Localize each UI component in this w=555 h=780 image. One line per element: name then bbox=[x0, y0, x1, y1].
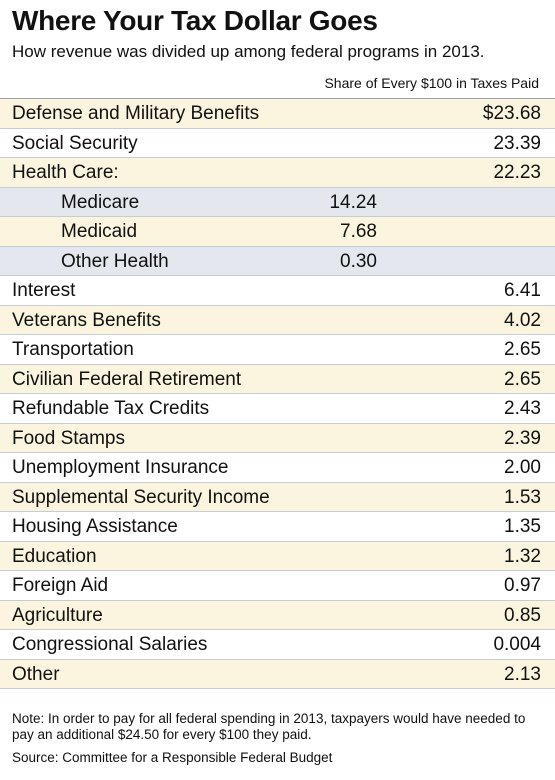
row-subvalue: 0.30 bbox=[340, 250, 377, 272]
row-label: Refundable Tax Credits bbox=[12, 398, 210, 419]
row-subvalue: 14.24 bbox=[329, 191, 377, 213]
row-value: 2.39 bbox=[504, 427, 541, 449]
table-row: Interest 6.41 bbox=[0, 276, 555, 306]
page-subtitle: How revenue was divided up among federal… bbox=[12, 42, 485, 61]
table-row: Civilian Federal Retirement 2.65 bbox=[0, 364, 555, 394]
row-label: Supplemental Security Income bbox=[12, 486, 270, 508]
table-row: Transportation 2.65 bbox=[0, 335, 555, 365]
row-label: Health Care: bbox=[12, 162, 119, 183]
row-label: Civilian Federal Retirement bbox=[12, 368, 242, 390]
table-row: Congressional Salaries 0.004 bbox=[0, 630, 555, 660]
table-row: Veterans Benefits 4.02 bbox=[0, 305, 555, 335]
table-row: Housing Assistance 1.35 bbox=[0, 512, 555, 542]
row-label: Defense and Military Benefits bbox=[12, 103, 260, 124]
row-value: 4.02 bbox=[504, 309, 541, 331]
row-label: Congressional Salaries bbox=[12, 634, 208, 655]
row-label: Medicaid bbox=[61, 221, 138, 242]
table-row: Foreign Aid 0.97 bbox=[0, 571, 555, 601]
table-row: Social Security 23.39 bbox=[0, 128, 555, 158]
column-header: Share of Every $100 in Taxes Paid bbox=[324, 75, 539, 91]
row-value: 23.39 bbox=[493, 132, 541, 154]
row-value: 0.97 bbox=[504, 575, 541, 596]
table-row: Other 2.13 bbox=[0, 659, 555, 689]
row-value: $23.68 bbox=[482, 103, 541, 124]
row-subvalue: 7.68 bbox=[340, 221, 377, 242]
table-row: Medicare 14.24 bbox=[0, 187, 555, 217]
row-value: 1.35 bbox=[504, 516, 541, 537]
row-value: 1.53 bbox=[504, 486, 541, 508]
spending-table: Defense and Military Benefits $23.68 Socia… bbox=[0, 98, 555, 689]
row-label: Other Health bbox=[61, 250, 169, 272]
row-label: Food Stamps bbox=[12, 427, 125, 449]
row-value: 0.85 bbox=[504, 604, 541, 626]
row-label: Medicare bbox=[61, 191, 140, 213]
row-label: Interest bbox=[12, 280, 76, 301]
footnote: Note: In order to pay for all federal sp… bbox=[12, 711, 526, 742]
row-value: 2.65 bbox=[504, 339, 541, 360]
row-value: 0.004 bbox=[493, 634, 541, 655]
table-row: Unemployment Insurance 2.00 bbox=[0, 453, 555, 483]
row-value: 2.65 bbox=[504, 368, 541, 390]
row-label: Social Security bbox=[12, 132, 138, 154]
page-title: Where Your Tax Dollar Goes bbox=[12, 5, 378, 36]
row-value: 2.00 bbox=[504, 457, 541, 478]
table-row: Supplemental Security Income 1.53 bbox=[0, 482, 555, 512]
row-value: 2.43 bbox=[504, 398, 541, 419]
table-row: Food Stamps 2.39 bbox=[0, 423, 555, 453]
row-label: Unemployment Insurance bbox=[12, 457, 229, 478]
row-value: 22.23 bbox=[493, 162, 541, 183]
table-row: Medicaid 7.68 bbox=[0, 217, 555, 247]
row-label: Veterans Benefits bbox=[12, 309, 161, 331]
table-row: Refundable Tax Credits 2.43 bbox=[0, 394, 555, 424]
row-label: Foreign Aid bbox=[12, 575, 109, 596]
row-label: Housing Assistance bbox=[12, 516, 178, 537]
table-row: Defense and Military Benefits $23.68 bbox=[0, 99, 555, 129]
row-value: 6.41 bbox=[504, 280, 541, 301]
table-row: Agriculture 0.85 bbox=[0, 600, 555, 630]
row-label: Agriculture bbox=[12, 604, 103, 626]
row-label: Education bbox=[12, 545, 97, 567]
row-value: 1.32 bbox=[504, 545, 541, 567]
table-row: Other Health 0.30 bbox=[0, 246, 555, 276]
table-row: Education 1.32 bbox=[0, 541, 555, 571]
table-row: Health Care: 22.23 bbox=[0, 158, 555, 188]
row-value: 2.13 bbox=[504, 663, 541, 685]
row-label: Transportation bbox=[12, 339, 134, 360]
row-label: Other bbox=[12, 663, 60, 685]
source-line: Source: Committee for a Responsible Fede… bbox=[12, 750, 333, 765]
